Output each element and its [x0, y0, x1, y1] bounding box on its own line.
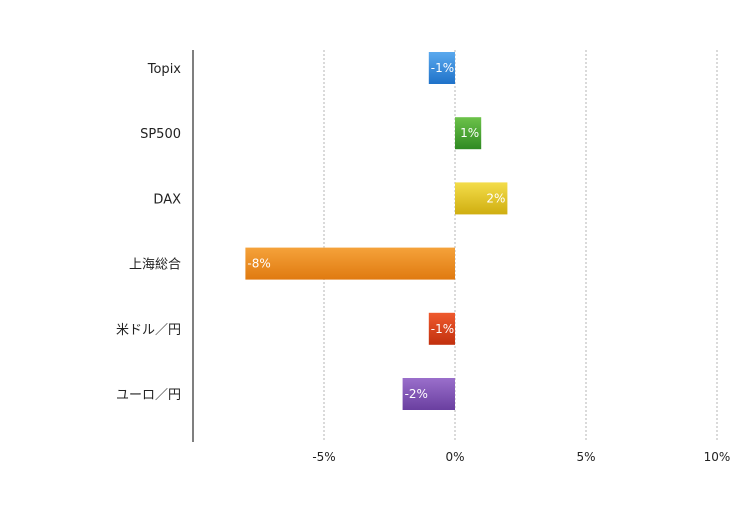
bar	[455, 182, 508, 215]
bar	[428, 52, 455, 84]
bar	[402, 378, 455, 410]
x-axis-tick-labels: -5% 0% 5% 10%	[312, 450, 730, 464]
category-label: SP500	[140, 127, 181, 142]
data-label: -1%	[431, 61, 454, 75]
category-label: 上海総合	[129, 258, 181, 273]
gridlines	[323, 50, 718, 442]
tick-label: 0%	[445, 450, 464, 464]
tick-label: -5%	[312, 450, 335, 464]
data-label: 1%	[460, 126, 479, 140]
bar	[245, 247, 455, 280]
category-label: 米ドル／円	[116, 323, 181, 338]
data-label: 2%	[486, 191, 505, 205]
data-label: -8%	[247, 257, 270, 271]
bar	[455, 117, 482, 150]
category-label: DAX	[153, 192, 181, 207]
category-label: ユーロ／円	[116, 388, 181, 403]
category-label: Topix	[147, 62, 182, 77]
bar	[428, 312, 455, 345]
data-label: -2%	[405, 387, 428, 401]
data-label: -1%	[431, 322, 454, 336]
bars: -1% 1% 2% -8% -1% -2%	[245, 52, 508, 410]
tick-label: 5%	[576, 450, 595, 464]
tick-label: 10%	[704, 450, 731, 464]
